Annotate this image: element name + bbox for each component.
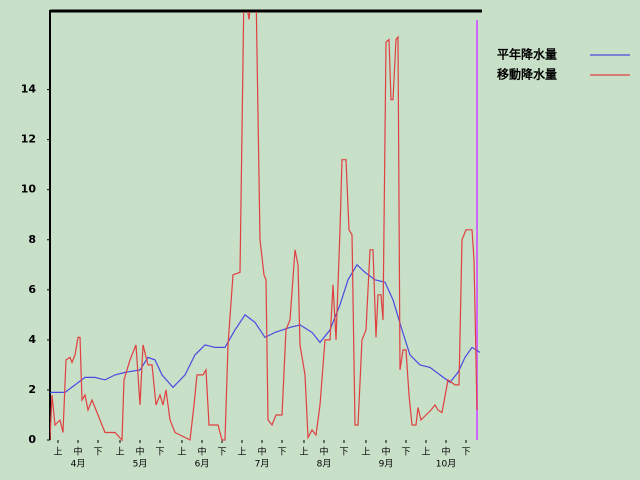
- x-tick-label: 上: [177, 447, 186, 458]
- x-tick-label: 下: [217, 448, 226, 458]
- month-label: 4月: [71, 459, 86, 470]
- x-tick-label: 下: [461, 448, 470, 458]
- month-label: 9月: [379, 459, 394, 470]
- y-tick-label: 10: [21, 183, 37, 196]
- x-tick-label: 中: [135, 446, 144, 458]
- y-tick-label: 0: [28, 433, 36, 446]
- month-label: 6月: [195, 459, 210, 470]
- x-tick-label: 上: [115, 447, 124, 458]
- month-label: 5月: [133, 459, 148, 470]
- x-tick-label: 下: [155, 448, 164, 458]
- month-label: 7月: [255, 459, 270, 470]
- month-label: 10月: [436, 459, 456, 470]
- x-tick-label: 中: [257, 446, 266, 458]
- y-tick-label: 14: [21, 83, 37, 96]
- x-tick-label: 中: [441, 446, 450, 458]
- x-tick-label: 中: [73, 446, 82, 458]
- x-tick-label: 上: [299, 447, 308, 458]
- y-tick-label: 6: [28, 283, 36, 296]
- x-tick-label: 中: [197, 446, 206, 458]
- x-tick-label: 下: [93, 448, 102, 458]
- x-tick-label: 上: [421, 447, 430, 458]
- series-line: [50, 263, 481, 393]
- x-tick-label: 上: [237, 447, 246, 458]
- x-tick-label: 中: [319, 446, 328, 458]
- y-tick-label: 8: [28, 233, 36, 246]
- y-tick-label: 12: [21, 133, 36, 146]
- month-label: 8月: [317, 459, 332, 470]
- legend-label: 移動降水量: [497, 67, 557, 82]
- x-tick-label: 下: [277, 448, 286, 458]
- y-tick-label: 2: [28, 383, 36, 396]
- series-line: [50, 12, 478, 442]
- legend-label: 平年降水量: [497, 47, 557, 62]
- x-tick-label: 下: [339, 448, 348, 458]
- x-tick-label: 中: [381, 446, 390, 458]
- x-tick-label: 上: [361, 447, 370, 458]
- x-tick-label: 上: [53, 447, 62, 458]
- x-tick-label: 下: [401, 448, 410, 458]
- y-tick-label: 4: [28, 333, 36, 346]
